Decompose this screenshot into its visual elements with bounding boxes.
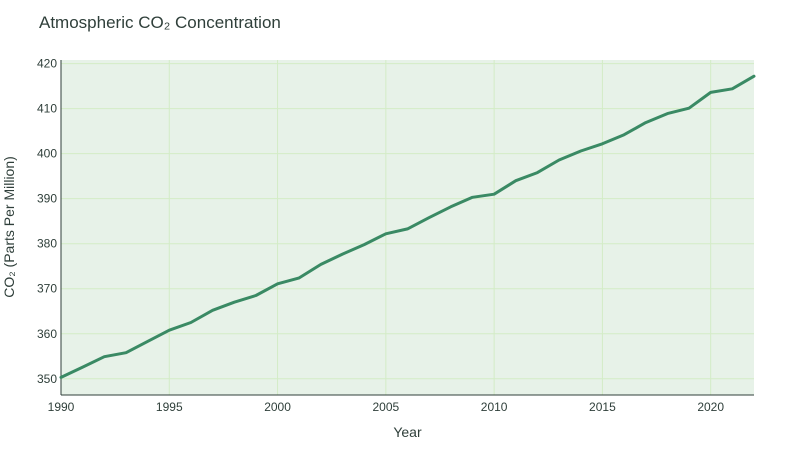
- x-tick-label: 2015: [589, 400, 616, 414]
- data-point: [709, 90, 713, 94]
- data-point: [276, 282, 280, 286]
- data-point: [81, 365, 85, 369]
- x-tick-label: 2020: [697, 400, 724, 414]
- y-axis-title: CO₂ (Parts Per Million): [1, 156, 17, 298]
- data-point: [730, 87, 734, 91]
- data-point: [644, 121, 648, 125]
- chart-title: Atmospheric CO₂ Concentration: [39, 13, 281, 32]
- data-point: [557, 158, 561, 162]
- series-layer: [59, 74, 756, 379]
- data-point: [471, 195, 475, 199]
- data-point: [319, 262, 323, 266]
- grid-lines: [61, 60, 754, 395]
- y-tick-label: 410: [37, 102, 57, 116]
- y-tick-label: 390: [37, 192, 57, 206]
- data-point: [752, 74, 756, 78]
- data-point: [406, 227, 410, 231]
- data-point: [124, 351, 128, 355]
- y-tick-label: 360: [37, 327, 57, 341]
- data-point: [254, 294, 258, 298]
- x-axis-title: Year: [393, 424, 422, 440]
- data-point: [59, 375, 63, 379]
- data-point: [362, 243, 366, 247]
- x-tick-label: 1995: [156, 400, 183, 414]
- data-point: [102, 355, 106, 359]
- data-point: [232, 300, 236, 304]
- x-tick-label: 2010: [481, 400, 508, 414]
- data-point: [427, 216, 431, 220]
- data-point: [665, 112, 669, 116]
- y-tick-label: 370: [37, 282, 57, 296]
- y-tick-label: 350: [37, 372, 57, 386]
- data-point: [622, 133, 626, 137]
- data-point: [384, 232, 388, 236]
- x-tick-label: 2005: [372, 400, 399, 414]
- data-point: [579, 149, 583, 153]
- data-point: [167, 328, 171, 332]
- data-point: [211, 308, 215, 312]
- data-point: [492, 192, 496, 196]
- data-point: [535, 171, 539, 175]
- x-tick-label: 2000: [264, 400, 291, 414]
- axes: [60, 60, 754, 396]
- y-tick-label: 400: [37, 147, 57, 161]
- tick-labels: 1990 1995 2000 2005 2010 2015 2020 350 360 370 380…: [37, 57, 724, 414]
- y-tick-label: 420: [37, 57, 57, 71]
- data-point: [687, 106, 691, 110]
- data-point: [189, 321, 193, 325]
- data-point: [146, 339, 150, 343]
- data-point: [297, 276, 301, 280]
- data-point: [514, 179, 518, 183]
- series-line: [59, 74, 756, 379]
- y-tick-label: 380: [37, 237, 57, 251]
- x-tick-label: 1990: [48, 400, 75, 414]
- data-point: [341, 252, 345, 256]
- data-point: [449, 205, 453, 209]
- data-point: [600, 142, 604, 146]
